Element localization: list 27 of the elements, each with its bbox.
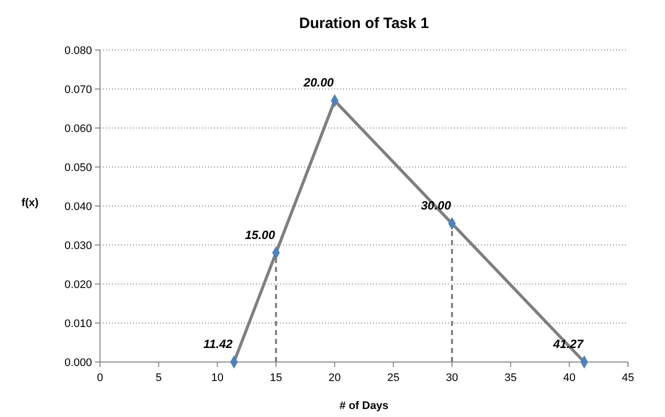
x-tick-label: 20 (328, 372, 341, 384)
y-tick-label: 0.000 (64, 357, 92, 369)
y-tick-label: 0.040 (64, 201, 92, 213)
x-tick-label: 45 (622, 372, 634, 384)
x-tick-label: 30 (446, 372, 458, 384)
x-tick-label: 0 (96, 372, 104, 384)
y-tick-label: 0.080 (64, 45, 92, 57)
y-tick-label: 0.020 (64, 279, 92, 291)
x-tick-label: 35 (504, 372, 517, 384)
x-tick-label: 40 (563, 372, 576, 384)
y-axis-title: f(x) (21, 197, 39, 209)
y-tick-label: 0.060 (64, 123, 92, 135)
x-axis-title: # of Days (340, 400, 388, 412)
x-tick-label: 25 (387, 372, 400, 384)
annotation: 11.42 (203, 337, 233, 351)
y-tick-label: 0.030 (64, 240, 92, 252)
y-tick-label: 0.050 (64, 162, 92, 174)
annotation: 20.00 (302, 76, 334, 90)
x-tick-label: 15 (270, 372, 282, 384)
annotation: 15.00 (244, 228, 276, 242)
x-tick-label: 10 (211, 372, 224, 384)
x-tick-label: 5 (156, 372, 162, 384)
y-tick-label: 0.070 (64, 84, 92, 96)
y-tick-label: 0.010 (64, 318, 92, 330)
annotation: 41.27 (552, 337, 585, 351)
annotation: 30.00 (420, 198, 452, 213)
chart-title: Duration of Task 1 (299, 15, 429, 32)
